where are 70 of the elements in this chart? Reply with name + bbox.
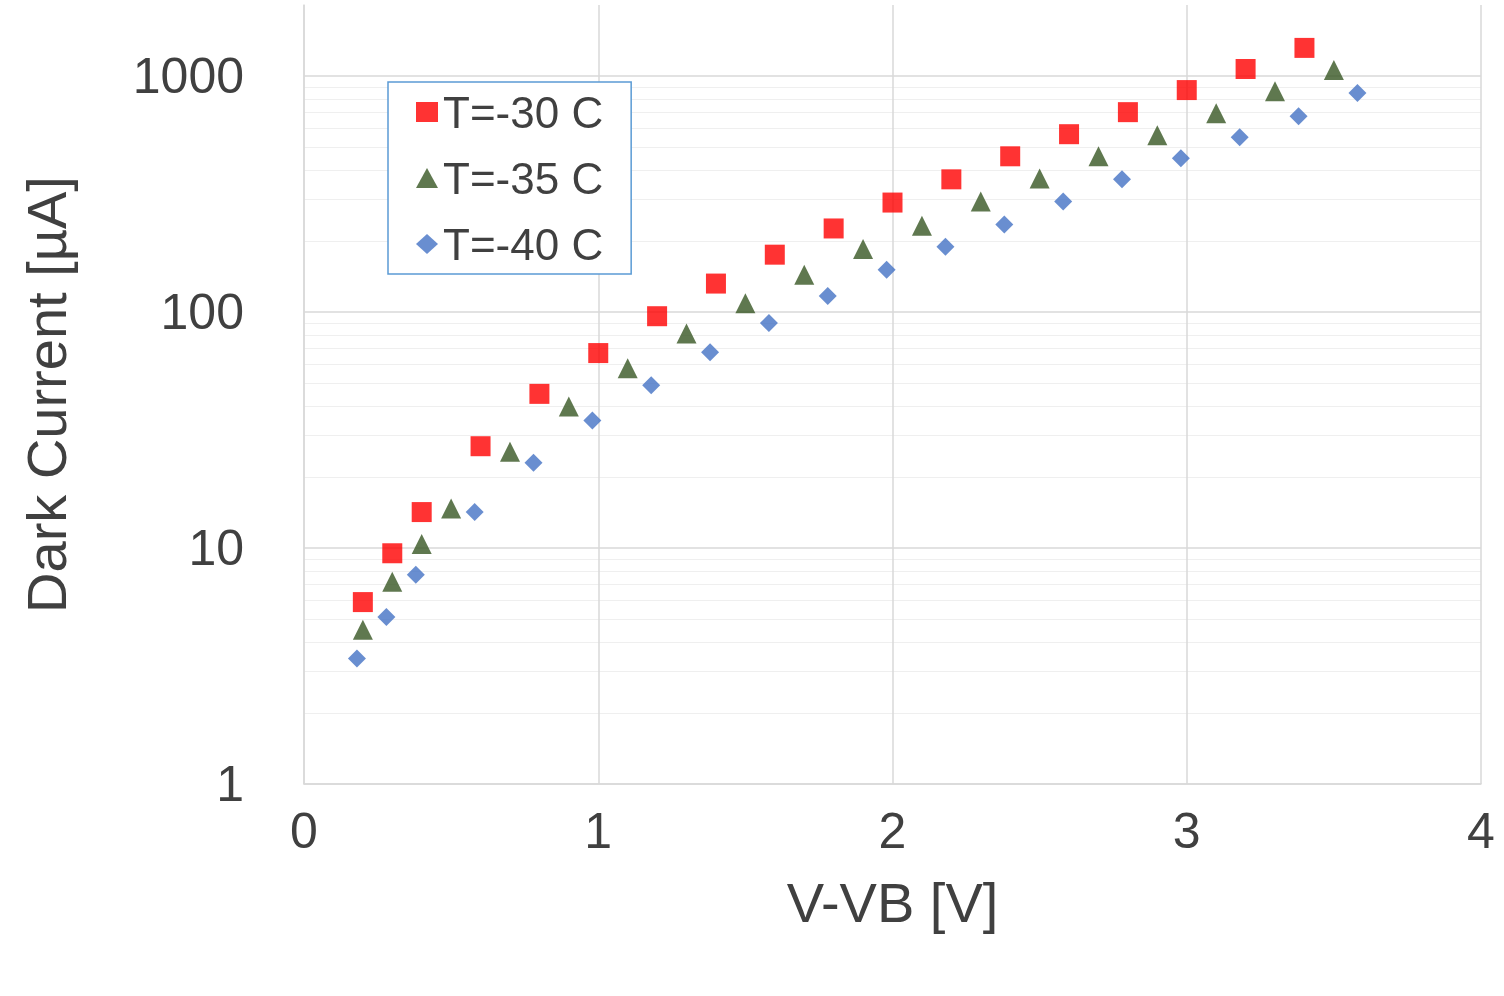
y-tick-label: 1000 — [132, 48, 244, 105]
point — [764, 244, 785, 265]
legend-label: T=-40 C — [443, 219, 604, 269]
point — [617, 358, 638, 379]
point — [1117, 102, 1138, 123]
point — [377, 608, 396, 627]
point — [818, 286, 837, 305]
point — [382, 543, 403, 564]
point — [347, 649, 366, 668]
point — [642, 376, 661, 395]
point — [1059, 124, 1080, 145]
point — [941, 169, 962, 190]
point — [1265, 81, 1286, 102]
point — [1348, 84, 1367, 103]
y-tick-label: 10 — [188, 520, 244, 577]
point — [382, 571, 403, 592]
x-tick-label: 1 — [584, 803, 613, 859]
point — [499, 441, 520, 462]
point — [1235, 59, 1256, 80]
y-tick-label: 1 — [216, 756, 244, 812]
point — [1230, 128, 1249, 147]
y-tick-label: 100 — [160, 284, 244, 341]
point — [1054, 192, 1073, 211]
point — [352, 619, 373, 640]
legend-label: T=-35 C — [443, 153, 604, 203]
point — [759, 314, 778, 333]
point — [529, 383, 550, 404]
point — [1294, 37, 1315, 58]
point — [911, 215, 932, 236]
point — [794, 264, 815, 285]
legend-label: T=-30 C — [443, 87, 604, 137]
x-tick-label: 0 — [290, 803, 318, 859]
point — [1289, 107, 1308, 126]
point — [411, 502, 432, 523]
point — [647, 306, 668, 327]
point — [676, 323, 697, 344]
point — [411, 533, 432, 554]
point — [1029, 168, 1050, 189]
point — [588, 343, 609, 364]
point — [882, 192, 903, 213]
point — [524, 453, 543, 472]
y-axis-title: Dark Current [µA] — [14, 176, 78, 613]
point — [877, 260, 896, 279]
point — [823, 218, 844, 239]
x-tick-label: 4 — [1467, 803, 1495, 859]
point — [352, 592, 373, 613]
point — [995, 215, 1014, 234]
point — [1147, 125, 1168, 146]
point — [1088, 146, 1109, 167]
point — [853, 238, 874, 259]
point — [465, 503, 484, 522]
point — [936, 237, 955, 256]
point — [1000, 146, 1021, 167]
point — [1113, 170, 1132, 189]
point — [705, 273, 726, 294]
point — [735, 293, 756, 314]
point — [1206, 103, 1227, 124]
point — [406, 565, 425, 584]
point — [1176, 80, 1197, 101]
x-tick-label: 2 — [878, 803, 907, 859]
point — [558, 396, 579, 417]
x-tick-label: 3 — [1172, 803, 1201, 859]
point — [470, 436, 491, 457]
x-axis-title: V-VB [V] — [786, 870, 999, 934]
point — [1323, 59, 1344, 80]
point — [583, 411, 602, 430]
point — [441, 498, 462, 519]
point — [970, 191, 991, 212]
point — [701, 343, 720, 362]
point — [1171, 149, 1190, 168]
